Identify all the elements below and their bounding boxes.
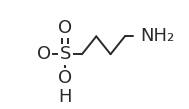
- Text: O: O: [37, 45, 51, 63]
- Text: S: S: [60, 45, 71, 63]
- Text: O: O: [58, 69, 72, 87]
- Text: O: O: [58, 19, 72, 37]
- Text: NH₂: NH₂: [140, 27, 174, 45]
- Text: H: H: [59, 88, 72, 106]
